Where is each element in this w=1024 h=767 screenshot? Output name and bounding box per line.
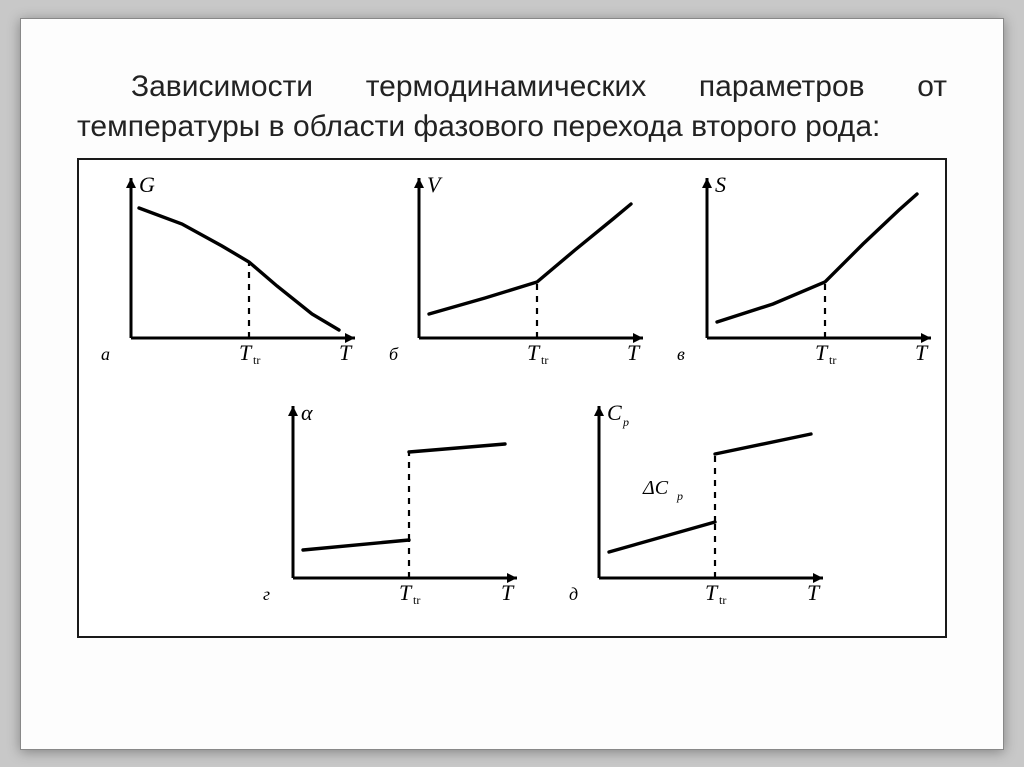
svg-text:G: G bbox=[139, 172, 155, 197]
svg-text:p: p bbox=[676, 489, 683, 503]
chart-S: S Tв Ttr bbox=[663, 164, 947, 374]
svg-text:p: p bbox=[622, 415, 629, 429]
title-text: Зависимости термодинамических параметров… bbox=[77, 67, 947, 148]
svg-text:T: T bbox=[627, 340, 641, 365]
svg-text:г: г bbox=[263, 584, 270, 604]
svg-text:T: T bbox=[527, 340, 541, 365]
svg-text:T: T bbox=[501, 580, 515, 605]
svg-text:V: V bbox=[427, 172, 443, 197]
chart-V: V Tб Ttr bbox=[375, 164, 659, 374]
svg-text:б: б bbox=[389, 344, 399, 364]
svg-text:S: S bbox=[715, 172, 726, 197]
svg-text:а: а bbox=[101, 344, 110, 364]
svg-text:T: T bbox=[705, 580, 719, 605]
svg-text:T: T bbox=[399, 580, 413, 605]
svg-text:T: T bbox=[339, 340, 353, 365]
svg-text:T: T bbox=[815, 340, 829, 365]
svg-text:С: С bbox=[607, 400, 622, 425]
slide-frame: Зависимости термодинамических параметров… bbox=[20, 18, 1004, 750]
svg-text:tr: tr bbox=[253, 353, 260, 367]
svg-text:T: T bbox=[807, 580, 821, 605]
svg-text:tr: tr bbox=[719, 593, 726, 607]
svg-text:в: в bbox=[677, 344, 685, 364]
svg-text:tr: tr bbox=[541, 353, 548, 367]
svg-text:T: T bbox=[239, 340, 253, 365]
charts-frame: G Tа Ttr V Tб Ttr S Tв Ttr α Tг Ttr Сp Tд ΔC p Ttr bbox=[77, 158, 947, 638]
svg-text:tr: tr bbox=[413, 593, 420, 607]
chart-G: G Tа Ttr bbox=[87, 164, 371, 374]
svg-text:α: α bbox=[301, 400, 313, 425]
chart-Cp: Сp Tд ΔC p Ttr bbox=[555, 392, 839, 624]
svg-text:tr: tr bbox=[829, 353, 836, 367]
chart-alpha: α Tг Ttr bbox=[249, 392, 533, 624]
svg-text:T: T bbox=[915, 340, 929, 365]
svg-text:д: д bbox=[569, 584, 578, 604]
svg-text:ΔC: ΔC bbox=[642, 477, 669, 499]
